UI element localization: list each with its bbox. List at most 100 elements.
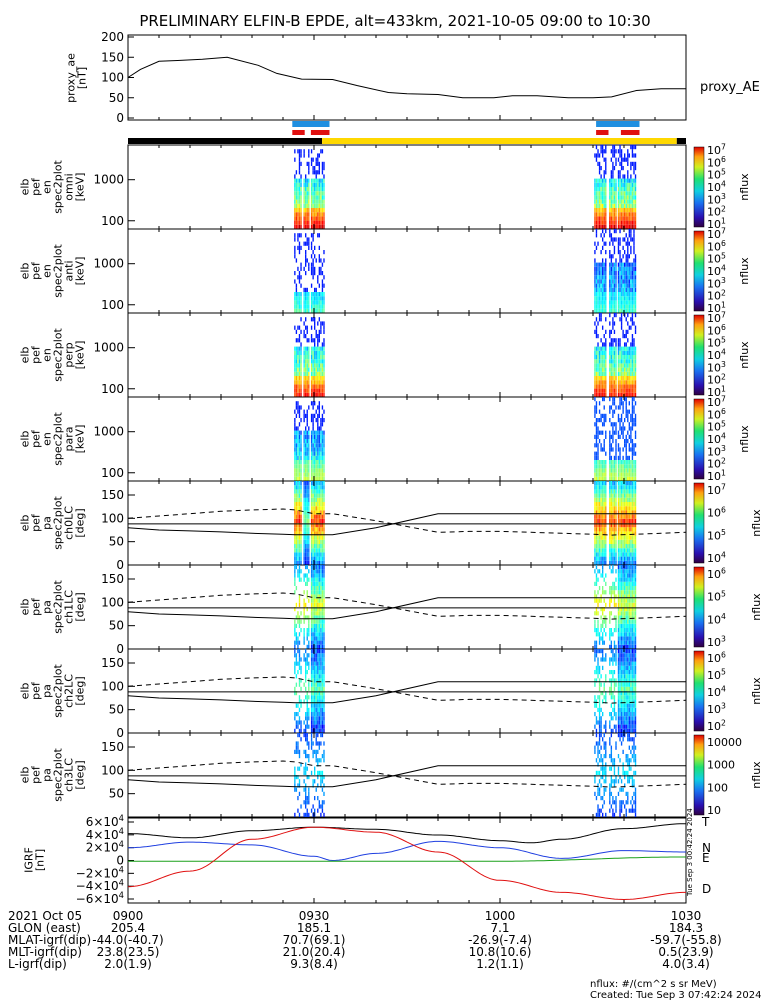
spectrogram-cell xyxy=(315,296,317,301)
spectrogram-cell xyxy=(605,182,607,187)
spectrogram-cell xyxy=(310,195,313,200)
spectrogram-cell xyxy=(603,363,605,368)
pitch-cell xyxy=(619,649,621,654)
pitch-cell xyxy=(597,590,599,595)
spectrogram-cell xyxy=(601,397,604,402)
pitch-cell xyxy=(603,724,605,729)
spectrogram-cell xyxy=(298,376,301,381)
spectrogram-cell xyxy=(617,388,620,393)
spectrogram-cell xyxy=(318,254,321,259)
spectrogram-cell xyxy=(320,178,322,183)
spectrogram-cell xyxy=(314,451,316,456)
spectrogram-cell xyxy=(613,468,616,473)
spectrogram-cell xyxy=(625,472,627,477)
spectrogram-cell xyxy=(597,212,599,217)
spectrogram-cell xyxy=(603,182,605,187)
pitch-cell xyxy=(630,657,632,662)
pitch-cell xyxy=(312,573,314,578)
pitch-cell xyxy=(312,607,314,612)
pitch-cell xyxy=(594,485,596,490)
axis-label-line: spec2plot xyxy=(52,244,65,298)
pitch-cell xyxy=(627,678,629,683)
spectrogram-cell xyxy=(312,359,314,364)
spectrogram-cell xyxy=(615,363,617,368)
pitch-cell xyxy=(597,544,599,549)
pitch-cell xyxy=(594,670,596,675)
pitch-cell xyxy=(624,510,626,515)
spectrogram-cell xyxy=(625,216,627,221)
spectrogram-cell xyxy=(595,384,598,389)
spectrogram-cell xyxy=(605,195,607,200)
spectrogram-cell xyxy=(620,401,623,406)
spectrogram-cell xyxy=(633,296,635,301)
pitch-cell xyxy=(295,615,298,620)
pitch-cell xyxy=(601,611,604,616)
spectrogram-cell xyxy=(300,191,302,196)
pitch-cell xyxy=(610,548,613,553)
spectrogram-cell xyxy=(298,392,301,397)
pitch-cell xyxy=(323,615,325,620)
spectrogram-cell xyxy=(628,262,631,267)
pitch-cell xyxy=(323,586,325,591)
spectrogram-cell xyxy=(600,346,602,351)
pitch-cell xyxy=(305,565,307,570)
axis-label-line: [keV] xyxy=(74,257,87,286)
spectrogram-cell xyxy=(624,443,626,448)
spectrogram-cell xyxy=(630,304,632,309)
pitch-cell xyxy=(633,636,635,641)
pitch-cell xyxy=(314,653,316,658)
spectrogram-cell xyxy=(622,426,624,431)
spectrogram-cell xyxy=(609,346,611,351)
pitch-cell xyxy=(306,506,308,511)
pitch-cell xyxy=(634,489,637,494)
pitch-cell xyxy=(610,506,613,511)
pitch-cell xyxy=(310,569,313,574)
spectrogram-cell xyxy=(620,430,623,435)
pitch-cell xyxy=(625,686,627,691)
spectrogram-cell xyxy=(300,300,302,305)
spectrogram-cell xyxy=(318,329,321,334)
spectrogram-cell xyxy=(622,271,624,276)
spectrogram-cell xyxy=(601,271,604,276)
pitch-cell xyxy=(317,695,319,700)
pitch-cell xyxy=(305,539,307,544)
pitch-cell xyxy=(306,703,308,708)
spectrogram-cell xyxy=(314,468,316,473)
pitch-cell xyxy=(300,728,302,733)
pitch-cell xyxy=(306,573,308,578)
spectrogram-cell xyxy=(594,388,596,393)
spectrogram-cell xyxy=(603,191,605,196)
pitch-cell xyxy=(298,640,301,645)
pitch-cell xyxy=(315,577,317,582)
spectrogram-cell xyxy=(315,212,317,217)
spectrogram-cell xyxy=(595,476,598,481)
spectrogram-cell xyxy=(631,401,634,406)
spectrogram-cell xyxy=(612,241,614,246)
pitch-cell xyxy=(597,485,599,490)
spectrogram-cell xyxy=(295,392,298,397)
pitch-cell xyxy=(314,665,316,670)
spectrogram-cell xyxy=(620,279,623,284)
y-tick-label: 100 xyxy=(101,382,124,396)
spectrogram-cell xyxy=(612,237,614,242)
pitch-cell xyxy=(310,661,313,666)
spectrogram-cell xyxy=(631,178,634,183)
pitch-cell xyxy=(624,565,626,570)
pitch-cell xyxy=(612,510,614,515)
spectrogram-cell xyxy=(603,346,605,351)
pitch-cell xyxy=(298,707,301,712)
pitch-cell xyxy=(597,493,599,498)
spectrogram-cell xyxy=(605,464,607,469)
spectrogram-cell xyxy=(622,355,624,360)
spectrogram-cell xyxy=(595,363,598,368)
pitch-cell xyxy=(312,661,314,666)
pitch-cell xyxy=(617,695,620,700)
pitch-cell xyxy=(300,502,302,507)
pitch-cell xyxy=(624,691,626,696)
pitch-cell xyxy=(308,493,310,498)
spectrogram-cell xyxy=(605,472,607,477)
spectrogram-cell xyxy=(306,388,308,393)
spectrogram-cell xyxy=(630,371,632,376)
pitch-cell xyxy=(300,535,302,540)
pitch-cell xyxy=(617,649,620,654)
